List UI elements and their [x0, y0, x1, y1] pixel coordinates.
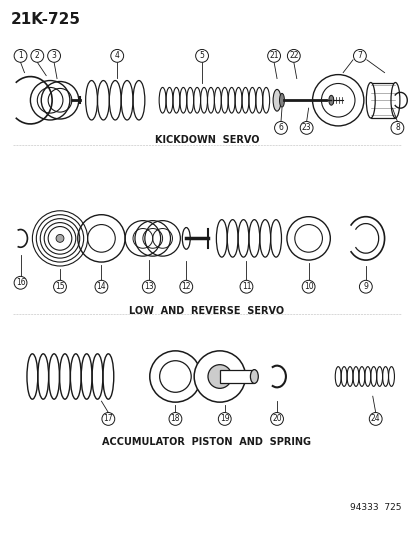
Text: 14: 14 [96, 282, 106, 291]
Text: 9: 9 [363, 282, 368, 291]
Text: 12: 12 [181, 282, 190, 291]
Text: LOW  AND  REVERSE  SERVO: LOW AND REVERSE SERVO [129, 306, 284, 317]
Circle shape [95, 280, 108, 293]
Circle shape [14, 277, 27, 289]
Text: ACCUMULATOR  PISTON  AND  SPRING: ACCUMULATOR PISTON AND SPRING [102, 437, 311, 447]
Circle shape [218, 413, 230, 425]
Ellipse shape [366, 83, 374, 118]
Circle shape [240, 280, 252, 293]
Text: 21K-725: 21K-725 [11, 12, 81, 28]
Ellipse shape [250, 369, 258, 383]
Circle shape [390, 122, 403, 134]
Text: 20: 20 [272, 415, 281, 423]
Ellipse shape [279, 93, 284, 107]
Circle shape [195, 50, 208, 62]
Circle shape [353, 50, 366, 62]
Text: 3: 3 [52, 51, 57, 60]
Circle shape [111, 50, 123, 62]
Circle shape [169, 413, 181, 425]
Ellipse shape [390, 83, 399, 118]
Text: 2: 2 [35, 51, 40, 60]
Ellipse shape [182, 228, 190, 249]
Text: 22: 22 [288, 51, 298, 60]
Circle shape [102, 413, 114, 425]
Text: 24: 24 [370, 415, 380, 423]
Circle shape [207, 365, 231, 389]
Circle shape [267, 50, 280, 62]
Circle shape [274, 122, 287, 134]
Circle shape [368, 413, 381, 425]
Text: 13: 13 [144, 282, 153, 291]
Bar [370, 83, 394, 118]
Circle shape [301, 280, 314, 293]
Circle shape [287, 50, 299, 62]
Circle shape [31, 50, 44, 62]
Circle shape [270, 413, 283, 425]
Circle shape [358, 280, 371, 293]
Text: 8: 8 [394, 123, 399, 132]
Ellipse shape [273, 90, 280, 111]
Circle shape [142, 280, 155, 293]
Text: 4: 4 [114, 51, 119, 60]
Text: 7: 7 [356, 51, 361, 60]
Text: 6: 6 [278, 123, 283, 132]
Text: 16: 16 [16, 278, 25, 287]
Text: 11: 11 [241, 282, 251, 291]
Text: 1: 1 [18, 51, 23, 60]
Text: 15: 15 [55, 282, 65, 291]
Text: 10: 10 [303, 282, 313, 291]
Circle shape [299, 122, 312, 134]
Ellipse shape [328, 95, 333, 105]
Text: 18: 18 [170, 415, 180, 423]
Circle shape [53, 280, 66, 293]
Text: 17: 17 [103, 415, 113, 423]
Text: 5: 5 [199, 51, 204, 60]
Text: KICKDOWN  SERVO: KICKDOWN SERVO [154, 135, 259, 145]
Circle shape [56, 235, 64, 243]
Circle shape [194, 351, 245, 402]
Bar [219, 369, 254, 383]
Circle shape [179, 280, 192, 293]
Circle shape [14, 50, 27, 62]
Circle shape [47, 50, 60, 62]
Text: 19: 19 [219, 415, 229, 423]
Text: 23: 23 [301, 123, 311, 132]
Text: 94333  725: 94333 725 [349, 503, 400, 512]
Text: 21: 21 [269, 51, 278, 60]
